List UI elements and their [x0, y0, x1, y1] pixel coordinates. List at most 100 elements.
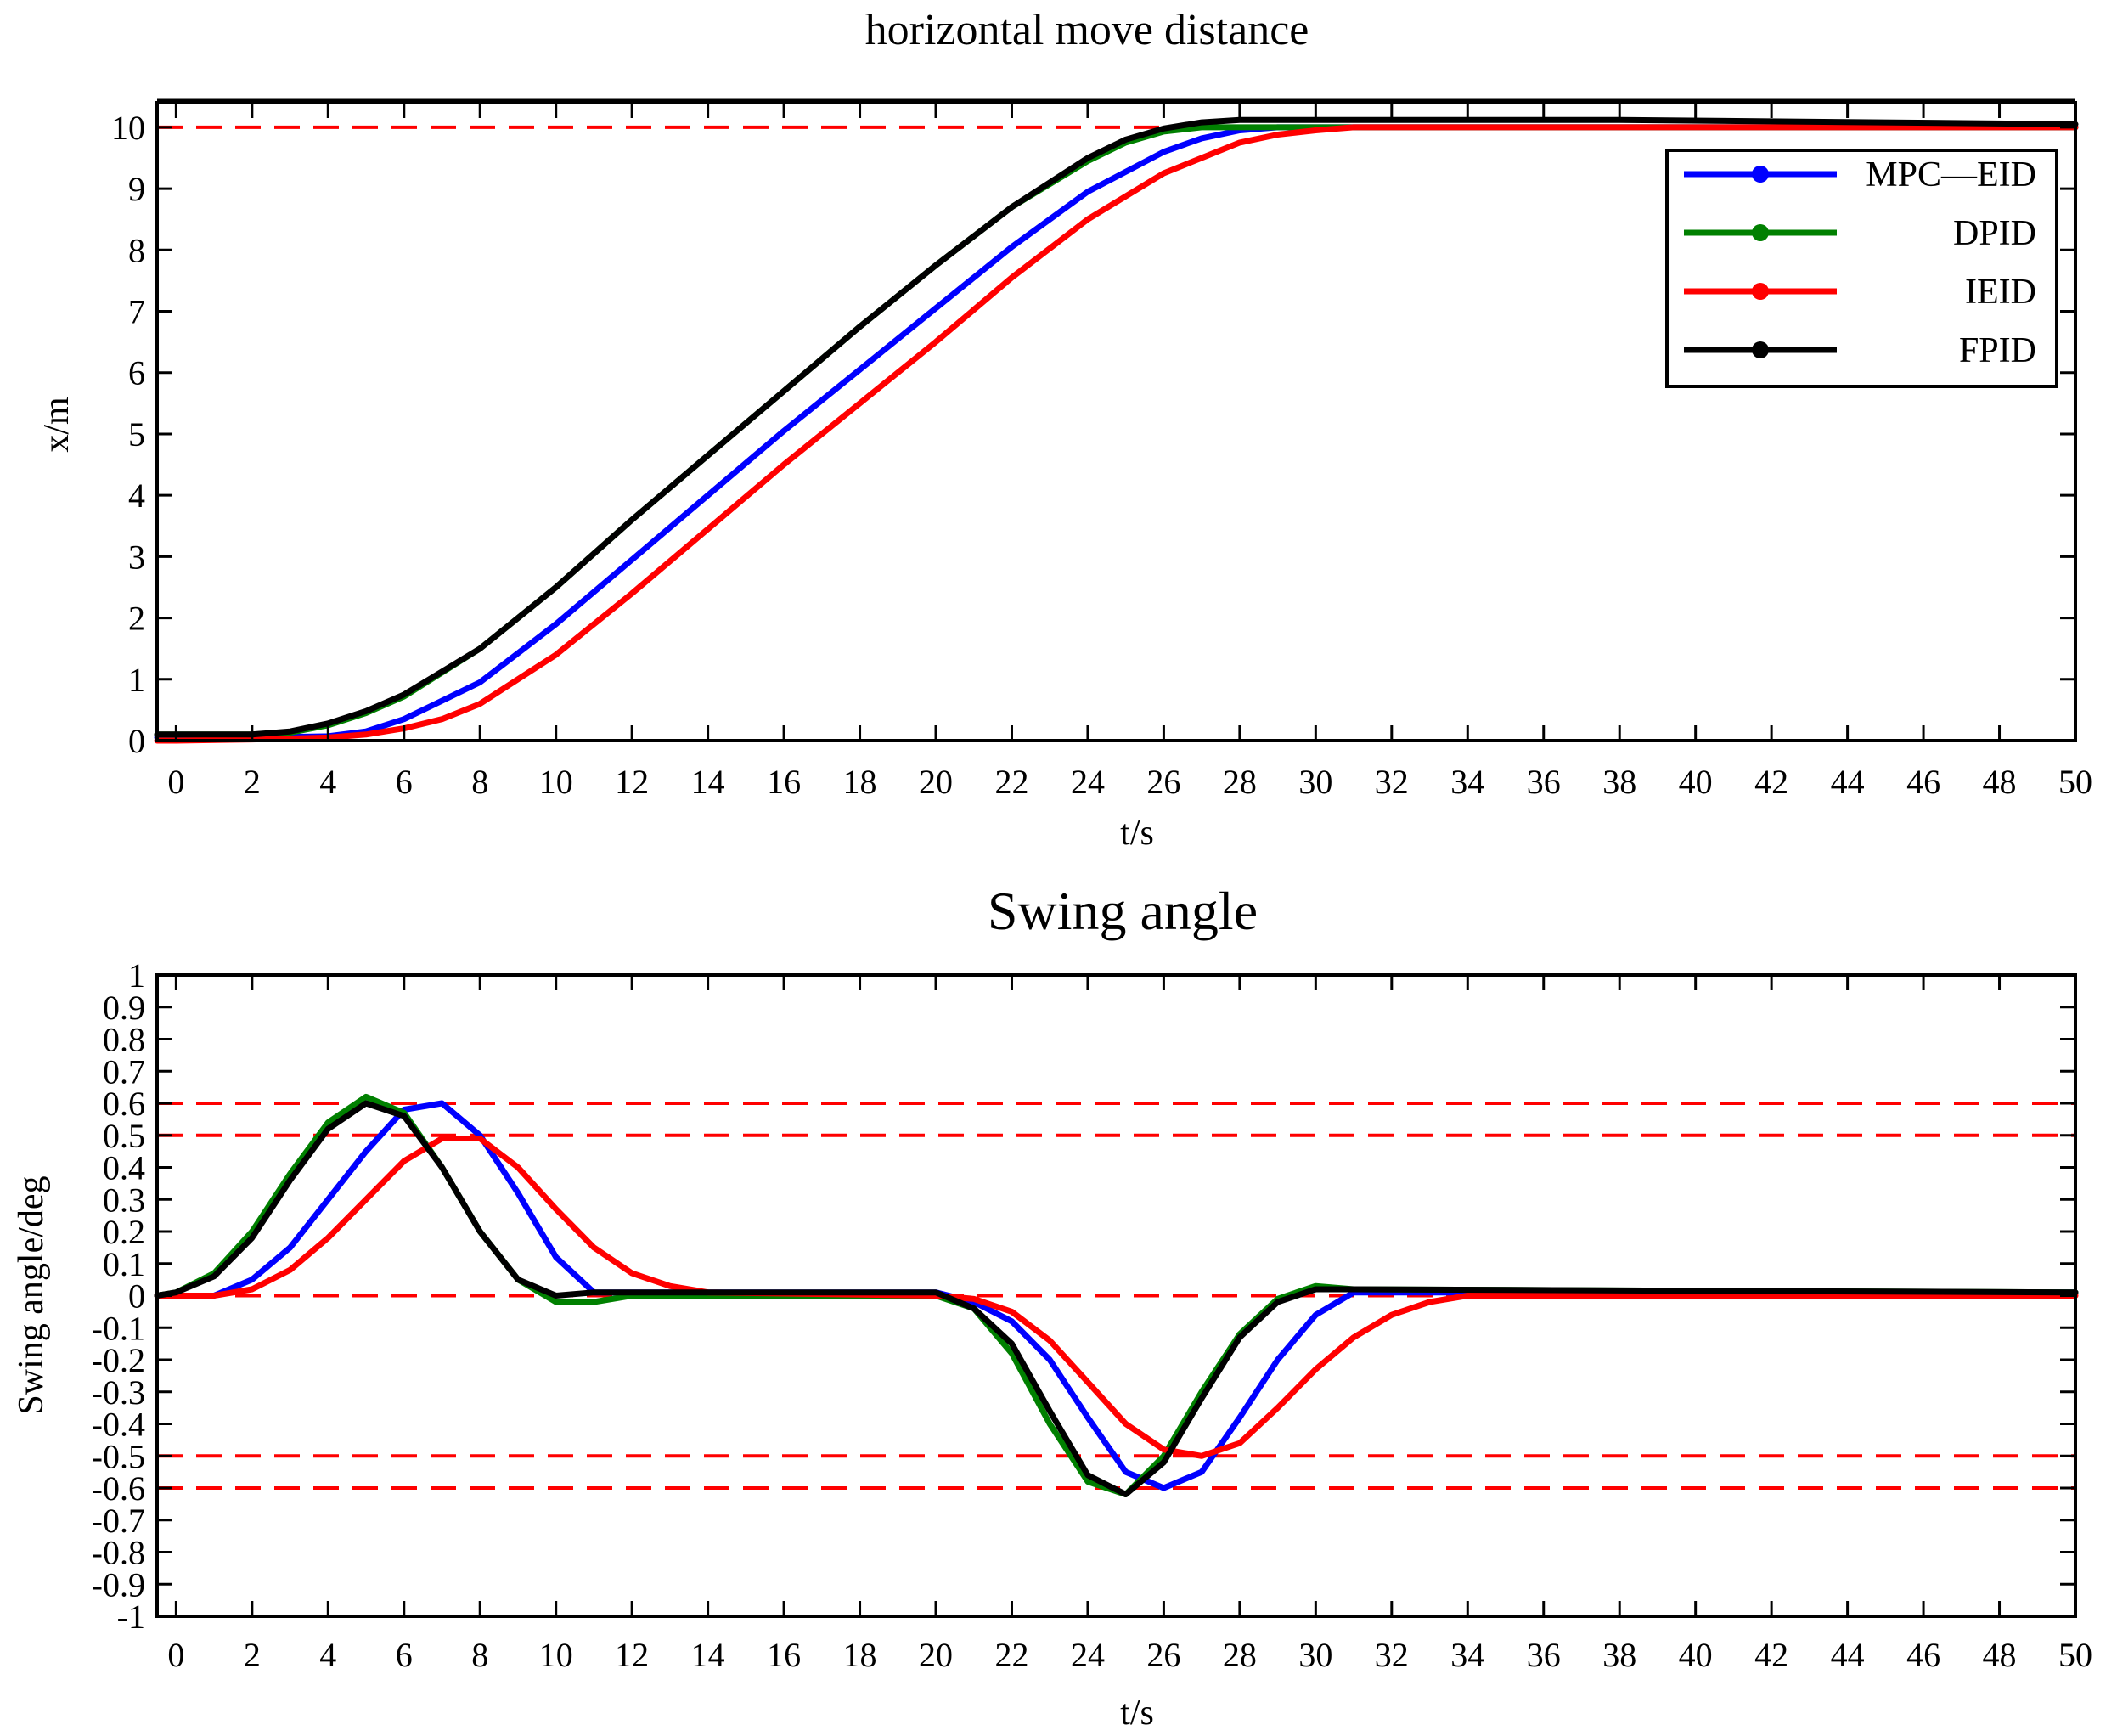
x-tick-label: 20: [919, 763, 953, 801]
x-tick-label: 34: [1450, 763, 1484, 801]
y-tick-label: -0.6: [92, 1469, 145, 1508]
y-ticks: 0 1 2 3 4 5 6 7 8 9 10: [111, 109, 2075, 760]
x-tick-label: 12: [615, 763, 649, 801]
x-tick-label: 38: [1602, 1636, 1636, 1674]
x-tick-label: 36: [1527, 1636, 1561, 1674]
plot-frame: [155, 101, 2077, 742]
x-tick-label: 22: [994, 1636, 1028, 1674]
x-tick-label: 14: [691, 763, 725, 801]
x-ticks: 0 2 4 6 8 10 12 14 16 18 20 22 24 26 28 30 32 34 36 38 40 42 4…: [167, 103, 2092, 801]
series-line-ieid: [154, 124, 2079, 744]
x-tick-label: 40: [1679, 1636, 1713, 1674]
chart-horizontal-move-distance: horizontal move distance 0 2 4 6 8 10 12 14 16 18…: [37, 6, 2092, 853]
y-tick-label: -0.8: [92, 1534, 145, 1572]
x-tick-label: 10: [539, 1636, 573, 1674]
x-tick-label: 0: [167, 1636, 184, 1674]
x-tick-label: 40: [1679, 763, 1713, 801]
x-tick-label: 34: [1450, 1636, 1484, 1674]
y-tick-label: 0.9: [103, 989, 145, 1027]
x-tick-label: 2: [244, 1636, 261, 1674]
x-tick-label: 50: [2058, 1636, 2092, 1674]
y-tick-label: 3: [128, 538, 145, 576]
x-tick-label: 42: [1754, 763, 1788, 801]
y-tick-label: 0.5: [103, 1117, 145, 1155]
chart-title: Swing angle: [988, 881, 1258, 941]
x-tick-label: 28: [1223, 763, 1257, 801]
x-tick-label: 10: [539, 763, 573, 801]
x-tick-label: 16: [767, 763, 801, 801]
x-tick-label: 46: [1906, 763, 1940, 801]
x-tick-label: 48: [1983, 763, 2017, 801]
y-tick-label: 4: [128, 476, 145, 515]
y-tick-label: 0.1: [103, 1245, 145, 1283]
x-tick-label: 16: [767, 1636, 801, 1674]
x-tick-label: 46: [1906, 1636, 1940, 1674]
legend-marker-ieid: [1752, 283, 1769, 300]
x-tick-label: 26: [1146, 1636, 1180, 1674]
x-tick-label: 18: [843, 1636, 877, 1674]
x-tick-label: 38: [1602, 763, 1636, 801]
series-lines: [154, 116, 2079, 744]
x-tick-label: 24: [1071, 1636, 1105, 1674]
legend-marker-dpid: [1752, 224, 1769, 241]
y-tick-label: 0.2: [103, 1213, 145, 1251]
x-tick-label: 44: [1831, 1636, 1865, 1674]
y-tick-label: 0: [128, 722, 145, 760]
series-lines: [154, 1093, 2079, 1497]
x-axis-label: t/s: [1120, 814, 1154, 853]
y-tick-label: 0.3: [103, 1181, 145, 1219]
y-tick-label: -0.4: [92, 1406, 145, 1444]
y-tick-label: -0.9: [92, 1565, 145, 1604]
y-tick-label: 6: [128, 354, 145, 392]
x-tick-label: 28: [1223, 1636, 1257, 1674]
x-tick-label: 42: [1754, 1636, 1788, 1674]
x-tick-label: 4: [319, 763, 336, 801]
x-tick-label: 36: [1527, 763, 1561, 801]
x-tick-label: 30: [1298, 763, 1332, 801]
x-tick-label: 32: [1375, 763, 1409, 801]
legend-label-mpc-eid: MPC—EID: [1866, 155, 2036, 194]
legend-label-fpid: FPID: [1959, 331, 2036, 370]
x-tick-label: 8: [471, 1636, 488, 1674]
x-tick-label: 4: [319, 1636, 336, 1674]
y-tick-label: 1: [128, 956, 145, 995]
x-tick-label: 14: [691, 1636, 725, 1674]
x-tick-label: 22: [994, 763, 1028, 801]
x-ticks: 0 2 4 6 8 10 12 14 16 18 20 22 24 26 28 30 32 34 36 38 40 42 4…: [167, 975, 2092, 1674]
legend-marker-mpc-eid: [1752, 166, 1769, 183]
y-tick-label: 0.6: [103, 1085, 145, 1123]
y-tick-label: -1: [117, 1598, 145, 1636]
x-tick-label: 26: [1146, 763, 1180, 801]
y-tick-label: -0.1: [92, 1309, 145, 1347]
x-tick-label: 0: [167, 763, 184, 801]
y-ticks: 10.90.80.70.60.50.40.30.20.10-0.1-0.2 -0.…: [92, 956, 2075, 1636]
y-tick-label: 7: [128, 293, 145, 331]
x-tick-label: 18: [843, 763, 877, 801]
legend-label-dpid: DPID: [1953, 214, 2036, 253]
legend-marker-fpid: [1752, 341, 1769, 358]
x-tick-label: 24: [1071, 763, 1105, 801]
x-tick-label: 12: [615, 1636, 649, 1674]
y-tick-label: -0.5: [92, 1437, 145, 1475]
series-line-fpid: [154, 116, 2079, 738]
y-tick-label: 2: [128, 600, 145, 638]
y-tick-label: -0.2: [92, 1341, 145, 1379]
x-tick-label: 50: [2058, 763, 2092, 801]
y-axis-label: x/m: [37, 397, 76, 453]
x-tick-label: 20: [919, 1636, 953, 1674]
y-tick-label: 0.8: [103, 1021, 145, 1059]
y-tick-label: 0: [128, 1277, 145, 1316]
y-tick-label: 0.7: [103, 1052, 145, 1091]
series-line-ieid: [154, 1136, 2079, 1459]
legend-items: MPC—EID DPID IEID FPID: [1684, 155, 2036, 370]
x-axis-label: t/s: [1120, 1694, 1154, 1733]
x-tick-label: 6: [396, 763, 413, 801]
y-tick-label: 10: [111, 109, 145, 147]
y-tick-label: 1: [128, 661, 145, 699]
x-tick-label: 8: [471, 763, 488, 801]
y-tick-label: 8: [128, 231, 145, 269]
chart-swing-angle: Swing angle 0 2 4 6 8 10 12 14 16 18 20 22 24 26 28 30 3…: [12, 881, 2092, 1733]
y-tick-label: 0.4: [103, 1149, 145, 1187]
y-tick-label: 9: [128, 170, 145, 208]
y-tick-label: 5: [128, 415, 145, 454]
